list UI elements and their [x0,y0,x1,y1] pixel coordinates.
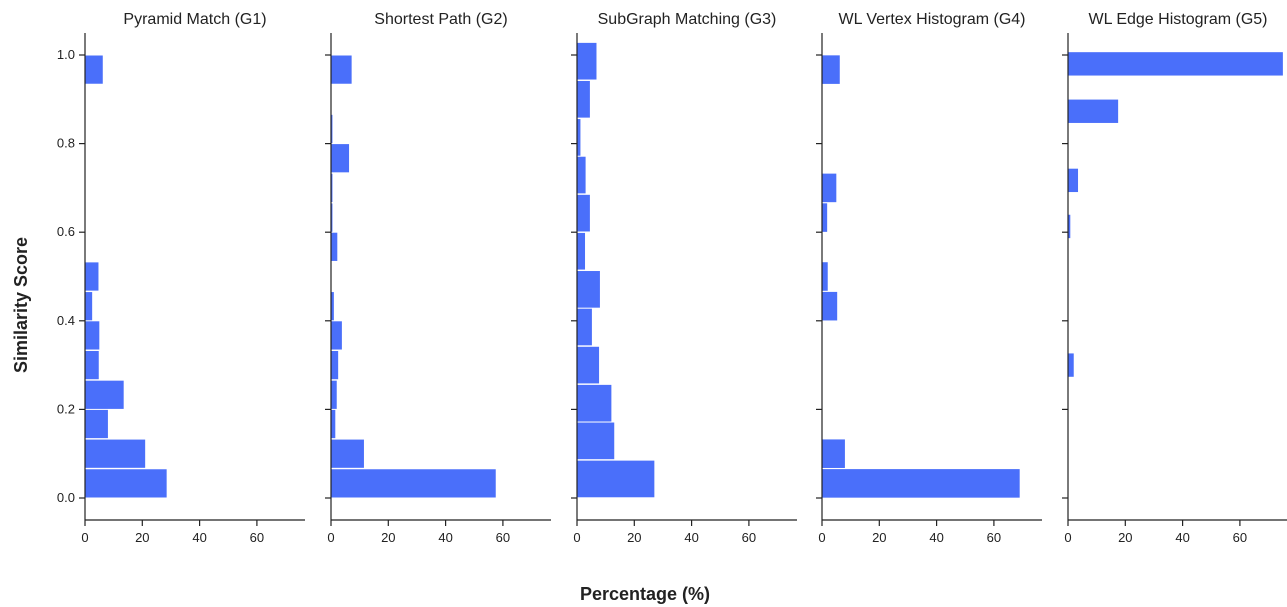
panel-5: WL Edge Histogram (G5) 0 20 40 60 [1062,11,1287,545]
x-tick-label: 40 [1175,530,1189,545]
y-tick-label: 0.2 [57,401,75,416]
panel-3: SubGraph Matching (G3) 0 20 40 60 [571,11,797,545]
x-tick-label: 0 [1064,530,1071,545]
bar [331,469,496,498]
bar [331,232,338,261]
x-axis-label: Percentage (%) [580,584,710,604]
bar [85,439,146,468]
panel-title: WL Edge Histogram (G5) [1088,11,1267,28]
bar [331,144,350,173]
bar [331,292,334,321]
x-tick-label: 40 [438,530,452,545]
x-tick-label: 60 [1233,530,1247,545]
panel-title: Shortest Path (G2) [374,11,507,28]
bar [822,439,845,468]
x-tick-label: 40 [192,530,206,545]
x-tick-label: 0 [81,530,88,545]
bar [1068,52,1283,76]
bar [1068,214,1071,239]
bar [85,292,93,321]
y-axis-label: Similarity Score [11,237,31,373]
x-tick-label: 40 [684,530,698,545]
x-tick-label: 20 [872,530,886,545]
bar [577,156,586,194]
y-tick-label: 0.8 [57,136,75,151]
panel-2: Shortest Path (G2) 0 20 40 60 [325,11,551,545]
bar [331,439,364,468]
bar [577,384,612,422]
bar [577,119,581,156]
bar [85,321,100,350]
bar [85,409,108,439]
bar [331,321,342,350]
x-tick-label: 20 [627,530,641,545]
bar [577,194,590,232]
bar [331,114,333,144]
x-tick-label: 20 [135,530,149,545]
bar [577,232,586,270]
bar [577,80,590,118]
bar [577,422,615,460]
y-tick-label: 1.0 [57,47,75,62]
bar [577,271,600,308]
bar [331,203,333,232]
bar [1068,99,1119,123]
x-tick-label: 60 [742,530,756,545]
x-tick-label: 40 [929,530,943,545]
bar [822,55,840,84]
bar [822,262,828,291]
bar [822,173,837,203]
y-tick-label: 0.6 [57,224,75,239]
y-tick-label: 0.0 [57,490,75,505]
panels-layer: Pyramid Match (G1) 0.0 0.2 0.4 0.6 0.8 1.0 0 20 4… [57,11,1287,545]
bar [331,380,337,409]
x-tick-label: 20 [1118,530,1132,545]
x-tick-label: 0 [573,530,580,545]
panel-title: WL Vertex Histogram (G4) [838,11,1025,28]
bar [85,350,99,380]
bar [85,262,99,291]
panel-1: Pyramid Match (G1) 0.0 0.2 0.4 0.6 0.8 1.0 0 20 4… [57,11,305,545]
bar [1068,168,1079,193]
bar [331,55,352,84]
bar [822,203,828,232]
panel-4: WL Vertex Histogram (G4) 0 20 40 60 [816,11,1042,545]
x-tick-label: 60 [250,530,264,545]
x-tick-label: 0 [818,530,825,545]
bar [331,350,339,380]
bar [577,346,600,384]
x-tick-label: 60 [496,530,510,545]
panel-title: SubGraph Matching (G3) [598,11,777,28]
x-tick-label: 20 [381,530,395,545]
bar [577,460,655,498]
y-tick-label: 0.4 [57,313,75,328]
bar [85,55,103,84]
x-tick-label: 0 [327,530,334,545]
bar [331,173,333,203]
bar [577,42,597,80]
bar [1068,353,1074,377]
bar [85,469,167,498]
x-tick-label: 60 [987,530,1001,545]
bar [822,469,1020,498]
panel-title: Pyramid Match (G1) [123,11,266,28]
bar [331,409,336,439]
bar [85,380,124,409]
bar [822,291,838,321]
bar [577,308,592,346]
